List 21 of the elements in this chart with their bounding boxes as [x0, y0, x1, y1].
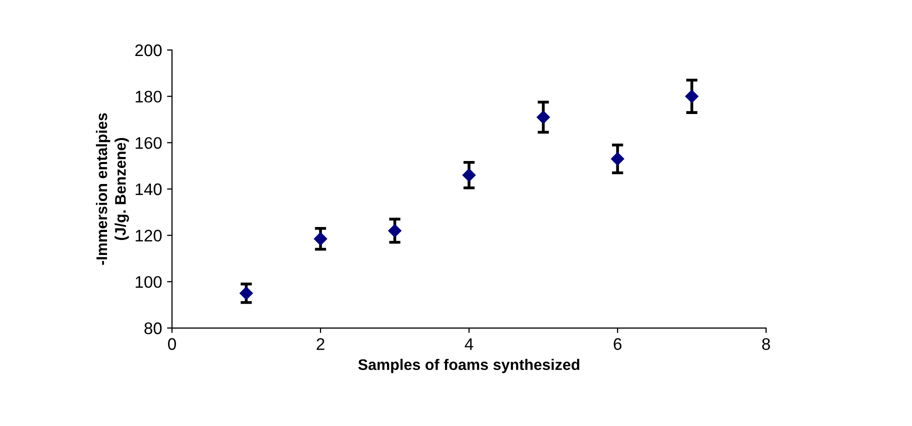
y-tick-label: 140	[136, 183, 162, 196]
point	[314, 232, 328, 246]
y-tick-label: 120	[136, 230, 162, 242]
x-tick-label: 6	[614, 338, 622, 350]
y-tick-label: 200	[135, 44, 162, 56]
x-axis-title: Samples of foams synthesized	[358, 358, 580, 374]
x-tick-label: 4	[464, 338, 474, 350]
y-tick-label: 160	[136, 137, 162, 149]
y-tick-label: 100	[136, 276, 162, 288]
y-tick-label: 180	[136, 90, 162, 103]
point	[610, 152, 624, 166]
y-axis-title: -Immersion entalpies (J/g. Benzene)	[96, 113, 129, 265]
x-tick-label: 2	[316, 338, 324, 350]
point	[462, 168, 476, 182]
point	[240, 286, 253, 300]
point	[536, 110, 550, 124]
x-tick-label: 0	[168, 338, 176, 350]
x-tick-label: 8	[762, 338, 770, 350]
y-tick-label: 80	[144, 322, 162, 334]
point	[685, 90, 698, 103]
point	[388, 224, 402, 238]
